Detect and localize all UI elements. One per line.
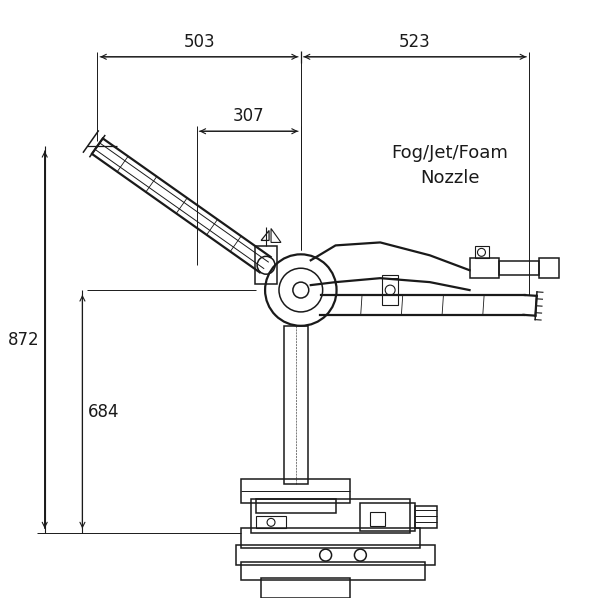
Text: Fog/Jet/Foam
Nozzle: Fog/Jet/Foam Nozzle <box>391 145 508 187</box>
Bar <box>382 275 398 305</box>
Bar <box>470 259 499 278</box>
Text: 523: 523 <box>399 33 431 51</box>
Bar <box>241 529 420 548</box>
Bar <box>499 261 539 275</box>
Bar <box>361 503 415 531</box>
Bar <box>251 499 410 533</box>
Bar <box>415 506 437 529</box>
Text: 872: 872 <box>8 331 40 349</box>
Bar <box>256 499 335 514</box>
Text: 503: 503 <box>183 33 215 51</box>
Bar <box>539 259 559 278</box>
Bar <box>261 578 350 598</box>
Bar <box>241 479 350 503</box>
Text: 684: 684 <box>88 403 119 421</box>
Bar <box>256 517 286 529</box>
Text: 307: 307 <box>233 107 265 125</box>
Bar <box>284 326 308 484</box>
Bar <box>475 247 490 259</box>
Bar <box>255 247 277 284</box>
Bar <box>241 562 425 580</box>
Bar <box>370 512 385 526</box>
Bar <box>236 545 435 565</box>
